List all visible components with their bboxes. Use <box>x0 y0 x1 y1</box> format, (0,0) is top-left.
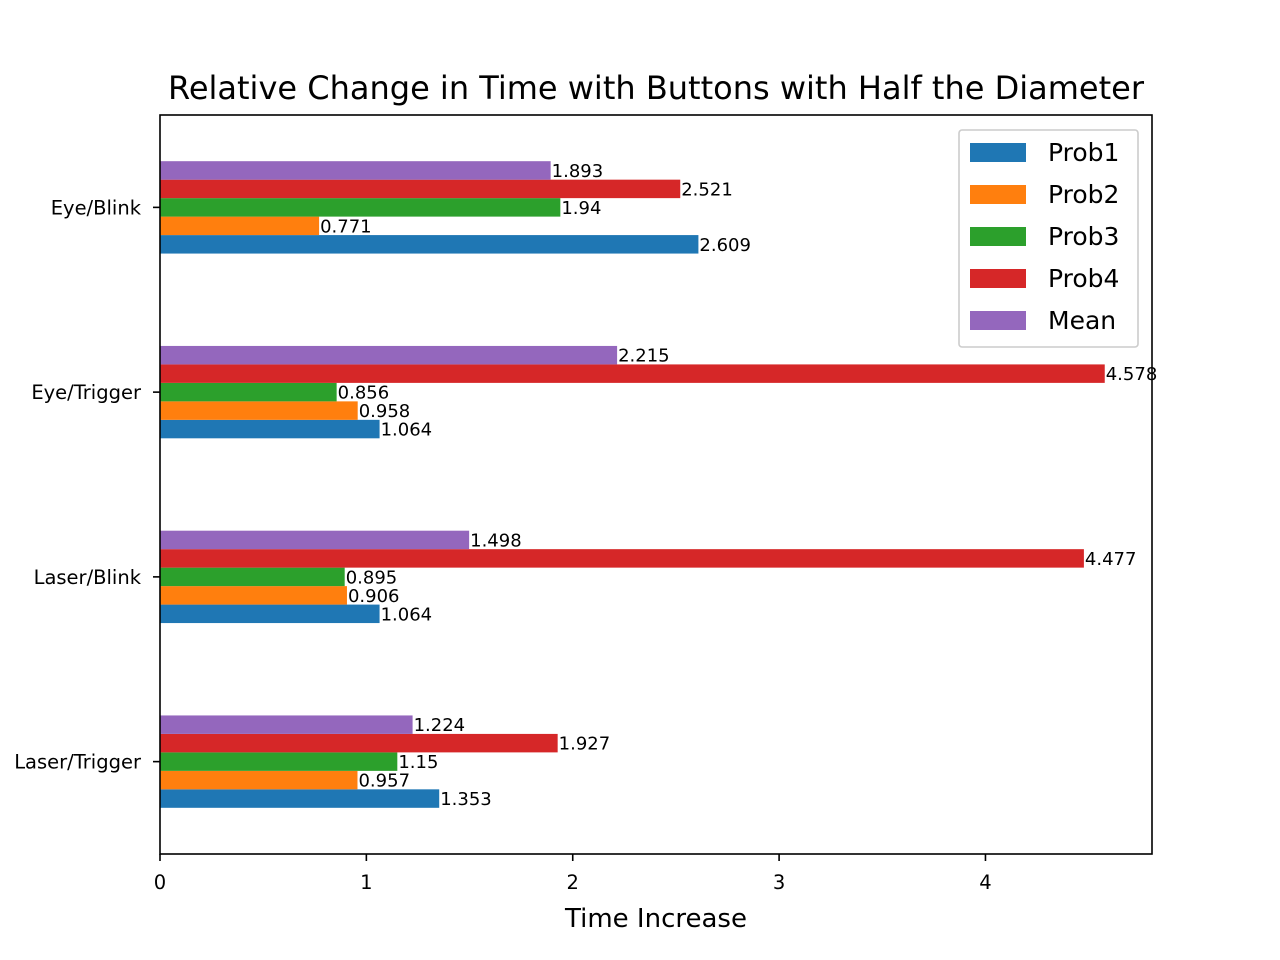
bar-prob1-eye-trigger <box>160 419 380 439</box>
bar-mean-laser-trigger <box>160 715 413 734</box>
value-label-prob3-laser-blink: 0.895 <box>346 567 398 588</box>
x-axis-label: Time Increase <box>564 904 747 934</box>
y-tick-label-eye-blink: Eye/Blink <box>51 196 142 219</box>
bar-mean-eye-trigger <box>160 345 618 365</box>
legend-swatch-prob2 <box>970 185 1026 204</box>
plot-frame <box>159 114 1153 855</box>
bar-prob3-eye-blink <box>160 198 561 217</box>
legend-label-prob1: Prob1 <box>1048 138 1119 167</box>
value-label-prob4-laser-trigger: 1.927 <box>559 734 611 755</box>
bar-prob2-laser-trigger <box>160 770 358 790</box>
bar-prob1-eye-blink <box>160 235 699 254</box>
value-label-prob4-eye-trigger: 4.578 <box>1106 364 1158 385</box>
value-labels-layer: 1.3530.9571.151.9271.2241.0640.9060.8954… <box>320 161 1157 810</box>
value-label-prob4-eye-blink: 2.521 <box>681 179 733 200</box>
bar-prob4-eye-trigger <box>160 364 1105 383</box>
bar-prob2-eye-trigger <box>160 401 358 420</box>
legend-frame <box>958 129 1139 348</box>
bar-prob4-eye-blink <box>160 179 681 199</box>
value-label-prob2-laser-trigger: 0.957 <box>358 771 410 792</box>
x-tick-label: 1 <box>360 871 372 894</box>
value-label-mean-laser-blink: 1.498 <box>470 530 522 551</box>
x-tick-label: 0 <box>154 871 166 894</box>
y-tick-label-laser-trigger: Laser/Trigger <box>14 751 142 774</box>
value-label-prob3-eye-trigger: 0.856 <box>338 383 390 404</box>
value-label-prob1-laser-trigger: 1.353 <box>440 789 492 810</box>
value-label-prob2-eye-blink: 0.771 <box>320 216 372 237</box>
bar-prob2-laser-blink <box>160 586 347 605</box>
legend-label-mean: Mean <box>1048 306 1116 335</box>
chart-title: Relative Change in Time with Buttons wit… <box>168 69 1145 107</box>
legend-label-prob4: Prob4 <box>1048 264 1119 293</box>
y-axis: Laser/Trigger Laser/Blink Eye/Trigger Eye/B… <box>14 196 160 774</box>
value-label-prob1-eye-trigger: 1.064 <box>381 420 433 441</box>
legend-swatch-prob4 <box>970 269 1026 288</box>
bar-prob4-laser-trigger <box>160 733 558 753</box>
value-label-prob4-laser-blink: 4.477 <box>1085 549 1137 570</box>
value-label-mean-eye-trigger: 2.215 <box>618 346 670 367</box>
y-tick-label-eye-trigger: Eye/Trigger <box>31 381 142 404</box>
x-tick-label: 2 <box>567 871 579 894</box>
value-label-mean-laser-trigger: 1.224 <box>414 715 466 736</box>
x-tick-label: 4 <box>979 871 991 894</box>
bars-layer <box>160 161 1105 808</box>
value-label-prob3-eye-blink: 1.94 <box>561 198 601 219</box>
value-label-mean-eye-blink: 1.893 <box>552 161 604 182</box>
legend-swatch-prob3 <box>970 227 1026 246</box>
legend: Prob1 Prob2 Prob3 Prob4 Mean <box>958 129 1139 348</box>
legend-label-prob2: Prob2 <box>1048 180 1119 209</box>
bar-prob3-laser-blink <box>160 567 345 587</box>
value-label-prob2-eye-trigger: 0.958 <box>359 401 411 422</box>
bar-mean-eye-blink <box>160 161 551 180</box>
value-label-prob3-laser-trigger: 1.15 <box>398 752 438 773</box>
bar-prob1-laser-blink <box>160 604 380 624</box>
legend-swatch-mean <box>970 311 1026 330</box>
bar-prob3-laser-trigger <box>160 752 398 771</box>
x-tick-label: 3 <box>773 871 785 894</box>
bar-mean-laser-blink <box>160 530 470 550</box>
y-tick-label-laser-blink: Laser/Blink <box>34 566 142 589</box>
x-axis: 0 1 2 3 4 <box>154 854 992 894</box>
bar-prob3-eye-trigger <box>160 382 337 402</box>
value-label-prob2-laser-blink: 0.906 <box>348 586 400 607</box>
legend-swatch-prob1 <box>970 143 1026 162</box>
value-label-prob1-eye-blink: 2.609 <box>699 235 751 256</box>
legend-label-prob3: Prob3 <box>1048 222 1119 251</box>
bar-prob4-laser-blink <box>160 549 1084 568</box>
bar-prob2-eye-blink <box>160 216 320 236</box>
bar-prob1-laser-trigger <box>160 789 440 808</box>
value-label-prob1-laser-blink: 1.064 <box>381 604 433 625</box>
